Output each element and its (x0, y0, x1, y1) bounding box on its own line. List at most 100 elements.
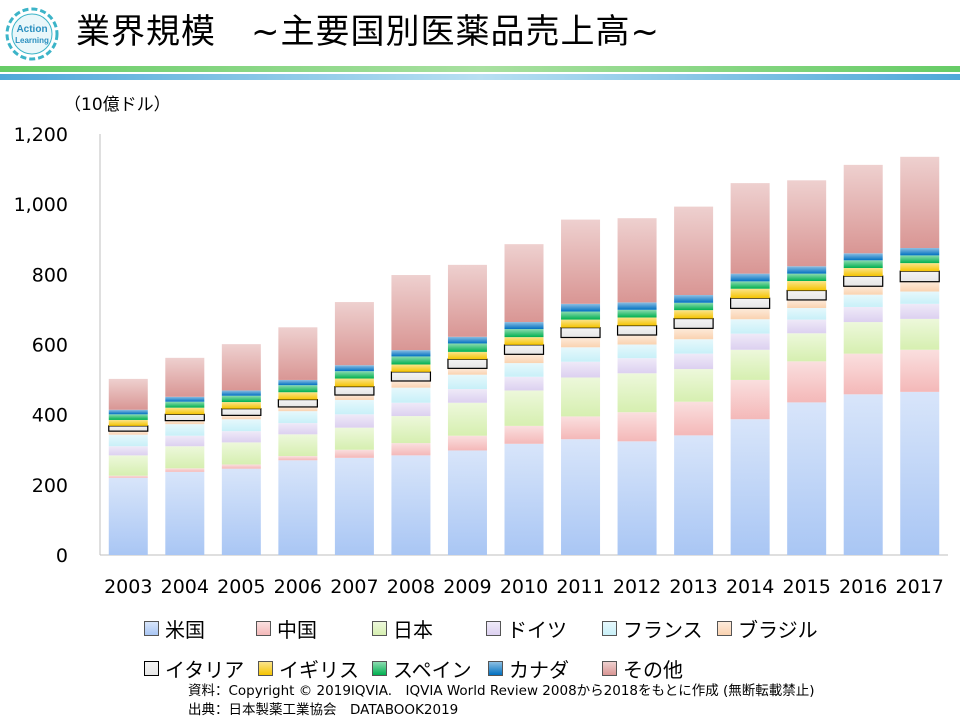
bar-segment-2010-8 (504, 329, 544, 338)
bar-segment-2005-3 (221, 431, 261, 443)
bar-segment-2004-5 (165, 420, 205, 425)
bar-segment-2012-7 (617, 317, 657, 326)
bar-segment-2006-1 (278, 456, 318, 461)
x-tick-label: 2017 (896, 576, 944, 598)
bar-segment-2008-10 (391, 275, 431, 351)
bar-segment-2004-1 (165, 468, 205, 472)
bar-segment-2007-9 (334, 365, 374, 372)
bar-segment-2005-0 (221, 468, 261, 555)
legend-swatch (256, 621, 271, 636)
legend-item: フランス (602, 614, 703, 643)
bar-segment-2015-2 (787, 333, 827, 362)
bar-segment-2003-5 (108, 431, 148, 435)
bar-segment-2014-7 (730, 288, 770, 299)
action-learning-logo: Action Learning (5, 7, 59, 61)
bar-segment-2009-8 (447, 343, 487, 352)
legend-item: ブラジル (717, 614, 818, 643)
bar-segment-2003-0 (108, 477, 148, 555)
y-tick-label: 200 (32, 475, 68, 497)
bar-segment-2010-3 (504, 376, 544, 391)
logo-text-line1: Action (16, 24, 47, 35)
bar-segment-2008-7 (391, 364, 431, 372)
bar-segment-2011-8 (561, 311, 601, 320)
bar-segment-2004-6 (164, 413, 205, 422)
bar-segment-2008-6 (390, 371, 432, 382)
bar-segment-2010-9 (504, 322, 544, 330)
bar-segment-2004-7 (165, 407, 205, 415)
bar-segment-2007-0 (334, 457, 374, 555)
bar-segment-2010-5 (504, 354, 544, 364)
bar-segment-2012-0 (617, 441, 657, 555)
bar-segment-2015-1 (787, 361, 827, 403)
bar-segment-2006-6 (277, 398, 318, 408)
legend-swatch (602, 621, 617, 636)
legend-item: 日本 (372, 614, 433, 643)
bar-segment-2011-1 (561, 416, 601, 440)
bar-segment-2006-7 (278, 392, 318, 400)
bar-segment-2013-5 (674, 328, 714, 340)
bar-segment-2016-4 (843, 294, 883, 307)
bar-segment-2015-5 (787, 299, 827, 309)
bar-segment-2017-10 (900, 156, 940, 249)
bar-segment-2009-1 (447, 435, 487, 451)
legend-label: カナダ (509, 658, 569, 682)
bar-segment-2012-5 (617, 335, 657, 345)
bar-segment-2017-5 (900, 281, 940, 292)
bar-segment-2014-8 (730, 281, 770, 289)
bar-segment-2016-7 (843, 268, 883, 277)
title-underline-blue (0, 74, 960, 80)
bar-segment-2007-3 (334, 414, 374, 428)
legend-item: 米国 (144, 614, 205, 643)
x-tick-label: 2012 (613, 576, 661, 598)
bar-segment-2003-6 (108, 425, 149, 432)
legend-swatch (486, 621, 501, 636)
bar-segment-2014-10 (730, 183, 770, 274)
y-tick-label: 0 (56, 545, 68, 567)
bar-segment-2012-2 (617, 373, 657, 413)
bar-segment-2009-10 (447, 264, 487, 337)
bar-segment-2008-1 (391, 443, 431, 456)
bar-segment-2015-0 (787, 402, 827, 555)
legend-label: その他 (623, 658, 683, 682)
x-tick-label: 2016 (839, 576, 887, 598)
bar-segment-2003-7 (108, 419, 148, 426)
bar-segment-2017-4 (900, 291, 940, 304)
bar-segment-2005-10 (221, 344, 261, 391)
y-tick-label: 600 (32, 335, 68, 357)
bar-segment-2009-6 (447, 358, 488, 369)
bar-segment-2007-5 (334, 395, 374, 400)
bar-segment-2014-4 (730, 319, 770, 334)
bar-segment-2016-0 (843, 394, 883, 555)
bar-segment-2009-3 (447, 389, 487, 403)
bar-segment-2011-2 (561, 377, 601, 417)
x-tick-label: 2013 (669, 576, 717, 598)
bar-segment-2014-5 (730, 308, 770, 320)
bar-segment-2004-8 (165, 401, 205, 408)
bar-segment-2017-9 (900, 248, 940, 256)
bar-segment-2004-0 (165, 471, 205, 555)
bar-segment-2006-3 (278, 423, 318, 435)
x-tick-label: 2003 (104, 576, 152, 598)
tick-labels: 0 200 400 600 800 1,000 1,200 2003 2004 2005 2006 2… (14, 124, 944, 598)
bar-segment-2010-6 (503, 344, 545, 355)
bar-segment-2005-1 (221, 464, 261, 469)
legend-item: 中国 (256, 614, 317, 643)
bar-segment-2008-2 (391, 416, 431, 444)
legend-swatch (144, 621, 159, 636)
bar-segment-2017-1 (900, 349, 940, 392)
bar-segment-2016-8 (843, 260, 883, 269)
bar-segment-2008-9 (391, 350, 431, 357)
bar-segment-2007-1 (334, 449, 374, 458)
x-tick-label: 2006 (274, 576, 322, 598)
legend-label: 米国 (165, 618, 205, 642)
bar-segment-2005-8 (221, 395, 261, 403)
bar-segment-2003-9 (108, 409, 148, 415)
source-line-1: 資料：Copyright © 2019IQVIA. IQVIA World Re… (188, 683, 815, 699)
bars (108, 156, 940, 555)
bar-segment-2009-5 (447, 368, 487, 375)
legend-item: ドイツ (486, 614, 567, 643)
bar-segment-2008-8 (391, 356, 431, 365)
legend-swatch (717, 621, 732, 636)
bar-segment-2008-0 (391, 455, 431, 555)
bar-segment-2007-8 (334, 371, 374, 379)
